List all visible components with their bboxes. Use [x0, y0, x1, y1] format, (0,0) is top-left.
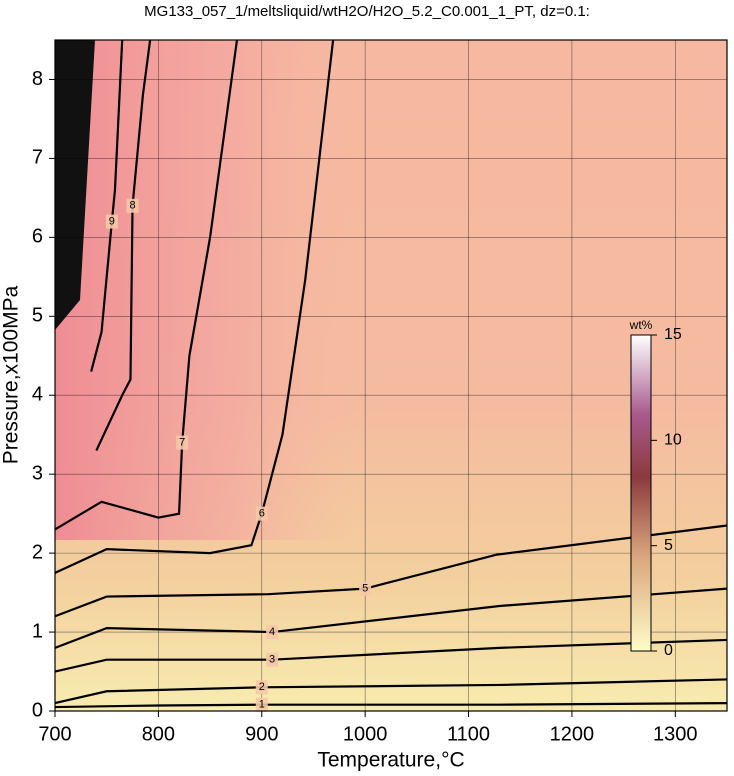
contour-label: 5: [362, 583, 368, 595]
y-tick-label: 6: [32, 226, 43, 248]
dense-region: [55, 40, 95, 330]
colorbar-tick-label: 5: [664, 537, 673, 554]
y-tick-label: 5: [32, 305, 43, 327]
contour-label: 1: [259, 699, 265, 711]
contour-label-bg: [126, 198, 139, 213]
contour-line: [95, 39, 152, 451]
x-axis-label: Temperature,°C: [317, 749, 464, 772]
contour-label-bg: [255, 506, 268, 521]
contour-label-bg: [255, 680, 268, 695]
colorbar-tick-label: 0: [664, 642, 673, 659]
x-tick-label: 900: [245, 723, 278, 745]
y-tick-label: 7: [32, 147, 43, 169]
y-tick-label: 4: [32, 384, 43, 406]
contour-label: 4: [269, 626, 275, 638]
y-tick-label: 0: [32, 699, 43, 721]
contour-label: 9: [109, 215, 115, 227]
plot-frame: [54, 39, 728, 712]
y-tick-label: 1: [32, 620, 43, 642]
y-axis-label: Pressure,x100MPa: [0, 285, 23, 464]
contour-label-bg: [176, 435, 189, 450]
contour-line: [54, 39, 335, 574]
x-tick-label: 1300: [653, 723, 698, 745]
contour-label: 7: [179, 437, 185, 449]
y-tick-label: 8: [32, 68, 43, 90]
contour-label-bg: [266, 652, 279, 667]
x-tick-label: 800: [142, 723, 175, 745]
x-tick-label: 700: [38, 723, 71, 745]
contour-label-bg: [105, 214, 118, 229]
colorbar: [630, 334, 652, 652]
contour-line: [54, 39, 239, 531]
x-tick-label: 1100: [447, 723, 490, 745]
contour-label: 2: [259, 681, 265, 693]
contour-label-bg: [255, 697, 268, 712]
contour-label-bg: [266, 625, 279, 640]
plot-shade: [55, 40, 355, 540]
x-tick-label: 1200: [550, 723, 595, 745]
colorbar-tick-label: 10: [664, 432, 682, 449]
contour-label: 8: [129, 200, 135, 212]
contour-label: 6: [259, 508, 265, 520]
contour-line: [54, 524, 728, 618]
contour-label-bg: [359, 581, 372, 596]
colorbar-label: wt%: [629, 318, 653, 332]
chart-title: MG133_057_1/meltsliquid/wtH2O/H2O_5.2_C0…: [144, 3, 590, 20]
y-tick-label: 3: [32, 462, 43, 484]
x-tick-label: 1000: [343, 723, 388, 745]
colorbar-tick-label: 15: [664, 326, 682, 343]
contour-label: 3: [269, 654, 275, 666]
y-tick-label: 2: [32, 541, 43, 563]
